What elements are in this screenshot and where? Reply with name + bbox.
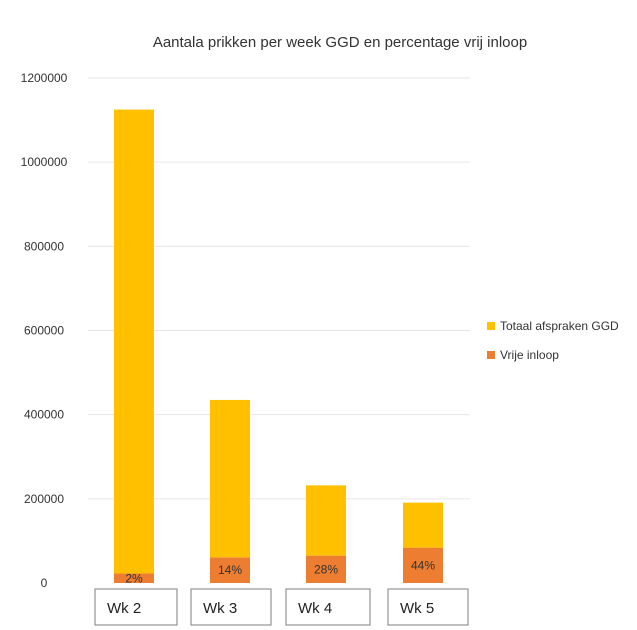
x-label-box xyxy=(387,588,469,626)
legend-label: Vrije inloop xyxy=(500,348,559,362)
x-tick-label: Wk 4 xyxy=(298,600,332,617)
x-label-box xyxy=(285,588,371,626)
chart-title: Aantala prikken per week GGD en percenta… xyxy=(153,34,527,51)
x-label-box xyxy=(190,588,272,626)
data-label: 14% xyxy=(218,563,242,577)
x-tick-label: Wk 5 xyxy=(400,600,434,617)
data-label: 44% xyxy=(411,558,435,572)
bar-segment xyxy=(210,399,250,558)
legend-swatch xyxy=(487,351,495,359)
legend-swatch xyxy=(487,322,495,330)
bar-segment xyxy=(403,502,443,548)
y-tick-label: 0 xyxy=(41,576,48,590)
bar-segment xyxy=(306,555,346,583)
data-label: 2% xyxy=(125,571,143,585)
x-tick-label: Wk 3 xyxy=(203,600,237,617)
y-tick-label: 1200000 xyxy=(21,71,68,85)
x-tick-label: Wk 2 xyxy=(107,600,141,617)
data-label: 28% xyxy=(314,562,338,576)
bar-segment xyxy=(403,547,443,583)
bar-segment xyxy=(306,485,346,556)
y-tick-label: 400000 xyxy=(24,408,64,422)
x-label-box xyxy=(94,588,178,626)
legend-label: Totaal afspraken GGD xyxy=(500,319,619,333)
y-tick-label: 1000000 xyxy=(21,155,68,169)
y-tick-label: 200000 xyxy=(24,492,64,506)
y-tick-label: 800000 xyxy=(24,239,64,253)
bar-segment xyxy=(114,573,154,583)
bar-segment xyxy=(114,109,154,574)
bar-segment xyxy=(210,557,250,583)
y-tick-label: 600000 xyxy=(24,324,64,338)
